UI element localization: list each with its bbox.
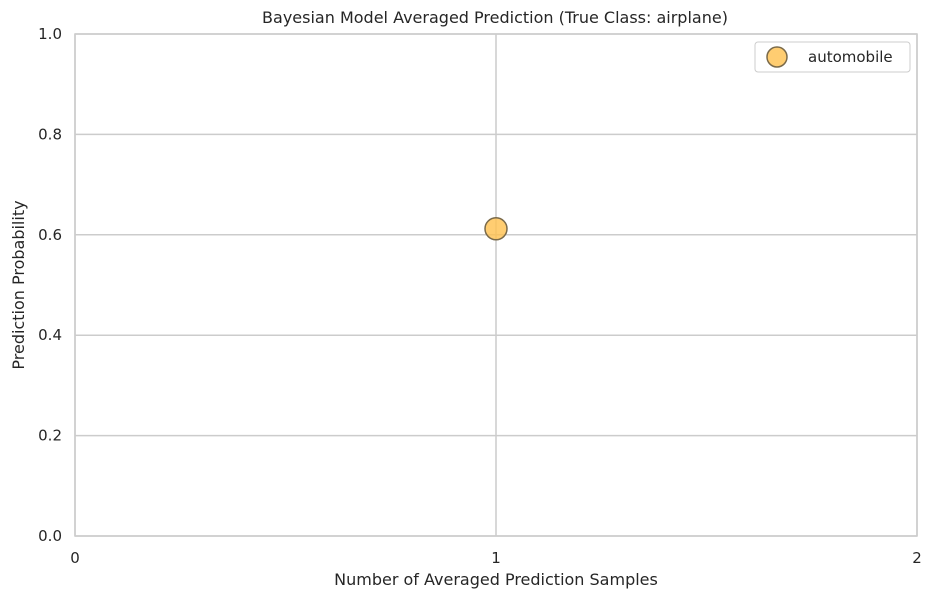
data-points: [484, 217, 508, 241]
y-tick-label: 0.6: [38, 226, 62, 244]
plot-frame: [74, 33, 918, 537]
grid: [74, 33, 918, 537]
y-axis-label: Prediction Probability: [9, 200, 28, 369]
y-tick-label: 0.2: [38, 427, 62, 445]
y-axis-ticks: 0.0 0.2 0.4 0.6 0.8 1.0: [38, 25, 62, 545]
chart-title: Bayesian Model Averaged Prediction (True…: [262, 8, 728, 27]
legend-label: automobile: [808, 48, 893, 66]
y-tick-label: 0.4: [38, 326, 62, 344]
y-tick-label: 0.0: [38, 527, 62, 545]
x-tick-label: 0: [70, 549, 80, 567]
y-tick-label: 0.8: [38, 125, 62, 143]
x-tick-label: 2: [912, 549, 922, 567]
legend-marker: [766, 46, 788, 68]
x-axis-ticks: 0 1 2: [70, 549, 922, 567]
x-tick-label: 1: [491, 549, 501, 567]
legend: automobile: [754, 41, 911, 73]
x-axis-label: Number of Averaged Prediction Samples: [334, 570, 658, 589]
data-point-automobile: [484, 217, 508, 241]
y-tick-label: 1.0: [38, 25, 62, 43]
legend-frame: [754, 41, 911, 73]
